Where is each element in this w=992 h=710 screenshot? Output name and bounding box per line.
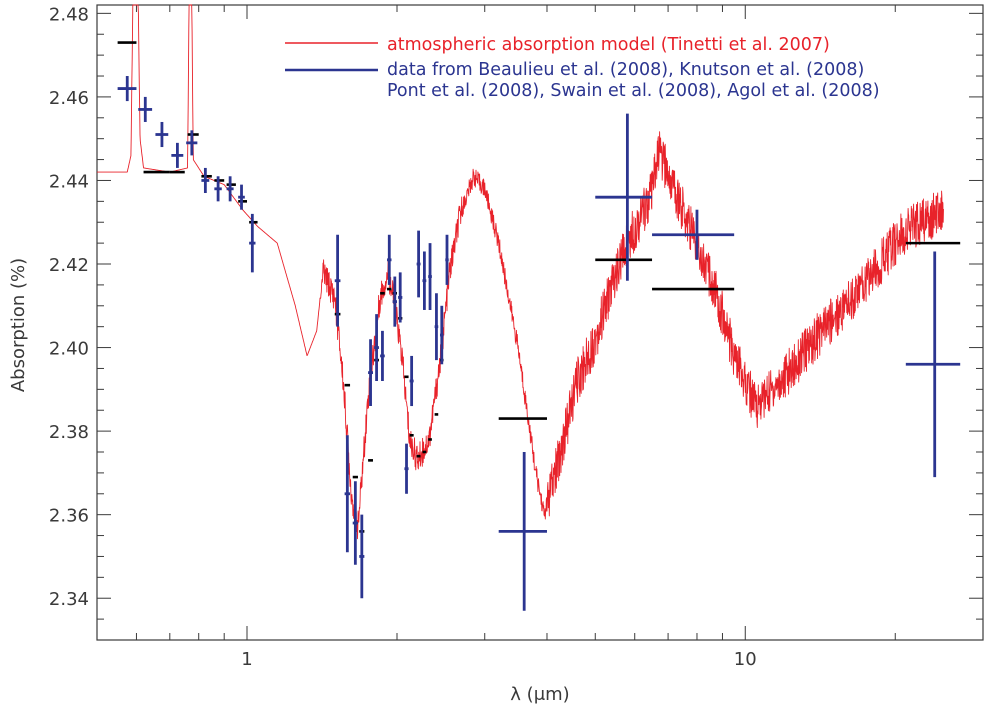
plot-frame <box>96 4 984 641</box>
data-point <box>334 234 341 327</box>
data-point <box>498 452 547 611</box>
data-point <box>171 142 184 168</box>
data-point <box>352 481 358 565</box>
legend-label-data-cont: Pont et al. (2008), Swain et al. (2008),… <box>387 81 880 101</box>
y-tick-label: 2.48 <box>49 4 89 25</box>
data-points-layer <box>117 76 961 611</box>
y-tick-label: 2.40 <box>49 339 89 360</box>
y-tick-label: 2.34 <box>49 589 89 610</box>
y-tick-label: 2.44 <box>49 171 89 192</box>
data-point <box>392 276 397 327</box>
data-point <box>117 76 137 102</box>
data-point <box>155 121 169 148</box>
model-spectrum-line <box>96 4 944 540</box>
binned-model-layer <box>117 41 961 533</box>
data-point <box>905 251 961 478</box>
data-point <box>434 293 439 361</box>
data-point <box>387 234 392 285</box>
data-point <box>214 176 222 202</box>
data-point <box>201 167 210 193</box>
data-point <box>249 213 256 273</box>
data-point <box>409 355 414 407</box>
data-point <box>416 230 421 298</box>
data-point <box>445 234 449 285</box>
legend-label-data: data from Beaulieu et al. (2008), Knutso… <box>387 60 864 80</box>
data-point <box>359 514 365 599</box>
data-point <box>404 443 409 494</box>
model-layer <box>96 4 944 540</box>
data-point <box>344 435 351 553</box>
data-point <box>186 130 198 156</box>
data-point <box>422 251 427 310</box>
axis-ticks <box>96 5 984 640</box>
data-point <box>226 176 234 202</box>
axis-tick-labels: 2.34 2.36 2.38 2.40 2.42 2.44 2.46 2.48 1 10 <box>49 4 757 670</box>
data-point <box>428 243 432 310</box>
data-point <box>595 113 653 281</box>
data-point <box>238 184 245 210</box>
data-point <box>380 330 385 381</box>
y-tick-label: 2.42 <box>49 255 89 276</box>
legend: atmospheric absorption model (Tinetti et… <box>285 35 880 101</box>
data-point <box>440 305 444 365</box>
data-point <box>374 314 379 381</box>
y-tick-label: 2.46 <box>49 88 89 109</box>
data-point <box>138 96 153 122</box>
legend-label-model: atmospheric absorption model (Tinetti et… <box>387 35 830 55</box>
data-point <box>652 209 735 260</box>
y-tick-label: 2.36 <box>49 506 89 527</box>
y-axis-title: Absorption (%) <box>8 258 29 392</box>
data-point <box>398 272 403 323</box>
x-tick-label: 1 <box>241 649 252 670</box>
data-point <box>368 339 373 407</box>
x-tick-label: 10 <box>734 649 757 670</box>
y-tick-label: 2.38 <box>49 422 89 443</box>
x-axis-title: λ (μm) <box>510 684 569 705</box>
